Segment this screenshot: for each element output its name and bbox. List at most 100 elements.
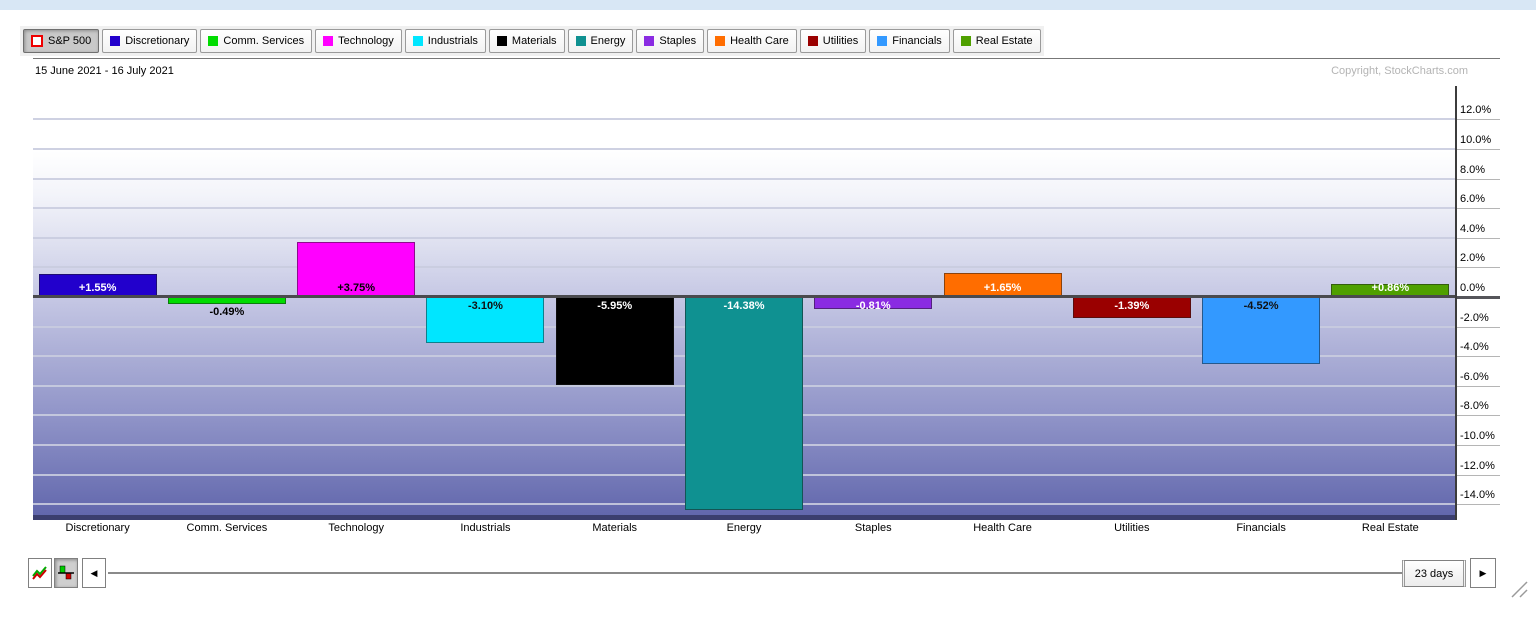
legend-item-technology[interactable]: Technology bbox=[315, 29, 402, 53]
legend-item-s-p-500[interactable]: S&P 500 bbox=[23, 29, 100, 53]
x-axis-label-materials: Materials bbox=[592, 522, 638, 534]
y-tick-line-14-0 bbox=[1457, 504, 1500, 506]
bar-value-label-technology: +3.75% bbox=[337, 282, 375, 294]
color-swatch-icon bbox=[208, 36, 219, 46]
x-axis-row: Discretionary Comm. Services Technology Ind… bbox=[33, 522, 1455, 538]
legend-item-staples[interactable]: Staples bbox=[636, 29, 705, 53]
legend-item-health-care[interactable]: Health Care bbox=[707, 29, 797, 53]
color-swatch-icon bbox=[960, 36, 971, 46]
y-tick-label-6-0: -6.0% bbox=[1460, 370, 1489, 383]
y-tick-line-8-0 bbox=[1457, 415, 1500, 417]
bar-value-label-financials: -4.52% bbox=[1243, 300, 1279, 312]
x-axis-label-technology: Technology bbox=[328, 522, 384, 534]
legend-item-label: Financials bbox=[892, 35, 942, 47]
y-tick-label-0-0: 0.0% bbox=[1460, 282, 1486, 294]
legend-item-energy[interactable]: Energy bbox=[567, 29, 634, 53]
bar-technology[interactable] bbox=[297, 241, 416, 297]
bar-value-label-materials: -5.95% bbox=[597, 300, 633, 312]
date-range-slider-track[interactable] bbox=[108, 572, 1404, 574]
x-axis-label-staples: Staples bbox=[854, 522, 892, 534]
chart-header: 15 June 2021 - 16 July 2021 Copyright, S… bbox=[33, 59, 1500, 86]
y-tick-line-8-0 bbox=[1457, 178, 1500, 180]
legend-item-industrials[interactable]: Industrials bbox=[404, 29, 486, 53]
y-tick-label-10-0: -10.0% bbox=[1460, 430, 1495, 442]
bar-comm-services[interactable] bbox=[167, 297, 286, 305]
legend-item-label: Energy bbox=[590, 35, 626, 47]
y-tick-line-2-0 bbox=[1457, 267, 1500, 269]
y-tick-label-2-0: 2.0% bbox=[1460, 252, 1486, 265]
legend-item-discretionary[interactable]: Discretionary bbox=[102, 29, 198, 53]
legend-item-comm-services[interactable]: Comm. Services bbox=[200, 29, 313, 53]
legend-item-utilities[interactable]: Utilities bbox=[799, 29, 867, 53]
x-axis-label-comm-services: Comm. Services bbox=[186, 522, 268, 534]
outline-swatch-icon bbox=[31, 35, 43, 47]
x-axis-label-health-care: Health Care bbox=[973, 522, 1032, 534]
legend-item-label: Industrials bbox=[427, 35, 478, 47]
histogram-icon bbox=[58, 565, 74, 580]
y-tick-line-2-0 bbox=[1457, 326, 1500, 328]
bar-materials[interactable] bbox=[555, 297, 674, 386]
y-tick-label-12-0: 12.0% bbox=[1460, 104, 1492, 117]
line-chart-icon bbox=[32, 566, 47, 580]
color-swatch-icon bbox=[644, 36, 655, 46]
histogram-mode-button[interactable] bbox=[54, 558, 78, 588]
line-chart-mode-button[interactable] bbox=[28, 558, 52, 588]
plot-area: +1.55% -0.49% +3.75% -3.10% -5.95% -14.38% -0.… bbox=[33, 86, 1457, 520]
y-tick-label-2-0: -2.0% bbox=[1460, 311, 1489, 324]
color-swatch-icon bbox=[877, 36, 888, 46]
y-tick-line-10-0 bbox=[1457, 149, 1500, 150]
x-axis-label-discretionary: Discretionary bbox=[65, 522, 130, 534]
legend-item-label: S&P 500 bbox=[48, 35, 92, 47]
legend-item-label: Health Care bbox=[730, 35, 789, 47]
bar-value-label-discretionary: +1.55% bbox=[78, 282, 117, 294]
legend-item-financials[interactable]: Financials bbox=[869, 29, 950, 53]
gridline-12-0 bbox=[33, 118, 1455, 121]
legend-item-label: Real Estate bbox=[975, 35, 1033, 47]
y-tick-line-12-0 bbox=[1457, 119, 1500, 121]
legend-item-label: Utilities bbox=[822, 35, 859, 47]
legend-item-materials[interactable]: Materials bbox=[488, 29, 565, 53]
gridline-6-0 bbox=[33, 207, 1455, 210]
legend-item-label: Technology bbox=[338, 35, 394, 47]
color-swatch-icon bbox=[715, 36, 726, 46]
y-tick-label-8-0: 8.0% bbox=[1460, 163, 1486, 176]
bar-energy[interactable] bbox=[685, 297, 803, 510]
bar-value-label-industrials: -3.10% bbox=[468, 300, 503, 312]
top-accent-strip bbox=[0, 0, 1536, 10]
bar-value-label-staples: -0.81% bbox=[855, 300, 891, 312]
y-axis-strip: 12.0% 10.0% 8.0% 6.0% 4.0% 2.0% 0.0% -2.0% -4.0%… bbox=[1457, 86, 1500, 520]
y-tick-label-6-0: 6.0% bbox=[1460, 193, 1486, 206]
color-swatch-icon bbox=[496, 36, 507, 46]
x-axis-label-industrials: Industrials bbox=[460, 522, 511, 534]
gridline-8-0 bbox=[33, 177, 1455, 180]
y-tick-line-10-0 bbox=[1457, 445, 1500, 446]
left-arrow-icon: ◀ bbox=[90, 567, 98, 578]
bar-value-label-energy: -14.38% bbox=[723, 300, 765, 312]
y-tick-line-12-0 bbox=[1457, 474, 1500, 476]
resize-grip-icon[interactable] bbox=[1506, 578, 1528, 598]
gridline-10-0 bbox=[33, 148, 1455, 150]
color-swatch-icon bbox=[575, 36, 586, 46]
y-tick-label-12-0: -12.0% bbox=[1460, 459, 1495, 472]
perf-chart: 15 June 2021 - 16 July 2021 Copyright, S… bbox=[33, 58, 1500, 540]
legend-item-label: Comm. Services bbox=[223, 35, 305, 47]
scroll-left-button[interactable]: ◀ bbox=[82, 558, 106, 588]
date-range-slider-handle[interactable]: 23 days bbox=[1402, 560, 1466, 587]
gridline-4-0 bbox=[33, 236, 1455, 239]
color-swatch-icon bbox=[323, 36, 334, 46]
right-arrow-icon: ▶ bbox=[1479, 567, 1487, 578]
legend-bar: S&P 500 Discretionary Comm. Services Techno… bbox=[20, 26, 1044, 56]
x-axis-label-financials: Financials bbox=[1236, 522, 1286, 534]
scroll-right-button[interactable]: ▶ bbox=[1470, 558, 1496, 588]
y-tick-label-4-0: 4.0% bbox=[1460, 222, 1486, 235]
y-tick-label-4-0: -4.0% bbox=[1460, 341, 1489, 354]
legend-item-label: Materials bbox=[511, 35, 557, 47]
legend-item-real-estate[interactable]: Real Estate bbox=[952, 29, 1041, 53]
legend-item-label: Discretionary bbox=[125, 35, 190, 47]
gridline-2-0 bbox=[33, 266, 1455, 269]
y-tick-label-10-0: 10.0% bbox=[1460, 134, 1492, 146]
color-swatch-icon bbox=[110, 36, 121, 46]
y-tick-label-8-0: -8.0% bbox=[1460, 400, 1489, 413]
color-swatch-icon bbox=[807, 36, 818, 46]
zero-line bbox=[33, 295, 1455, 298]
